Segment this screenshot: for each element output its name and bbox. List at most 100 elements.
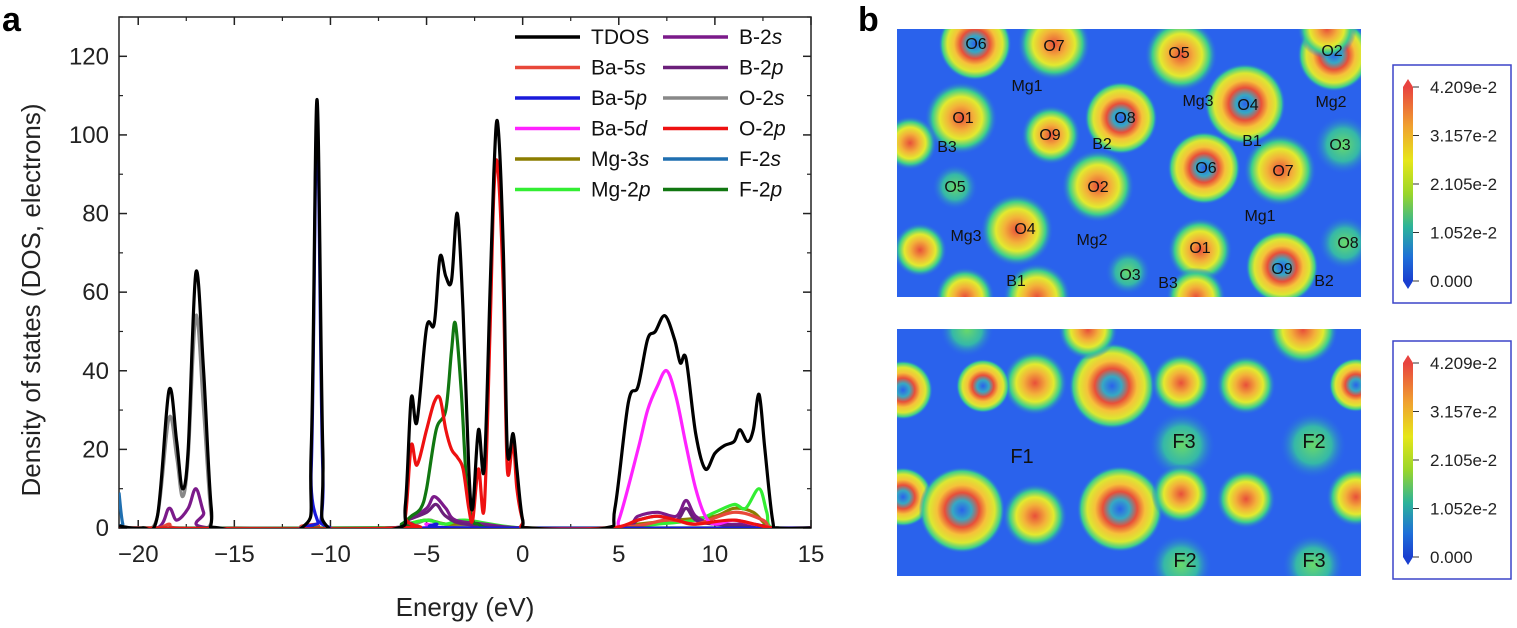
atom-density-blob [980, 193, 1054, 267]
y-tick-label: 120 [69, 43, 109, 70]
colorbar-bottom-arrow [1403, 557, 1413, 565]
atom-label: O6 [965, 36, 986, 53]
atom-density-blob [1144, 29, 1218, 92]
colorbar-tick-label: 0.000 [1430, 272, 1473, 291]
atom-label: O1 [952, 110, 973, 127]
y-tick-label: 20 [82, 436, 109, 463]
charge-density-map-bottom: F1 F3 F2 F2 F3 [897, 329, 1361, 576]
map-bottom-labels: F1 F3 F2 F2 F3 [1010, 431, 1325, 572]
atom-label: O1 [1189, 240, 1210, 257]
legend-label-orbital: p [638, 179, 651, 202]
atom-label: B1 [1242, 133, 1262, 150]
atom-density-blob [1002, 350, 1068, 416]
y-tick-label: 100 [69, 122, 109, 149]
atom-density-blob [1313, 115, 1361, 175]
y-tick-label: 0 [96, 515, 109, 542]
map-bottom-atoms [897, 329, 1361, 576]
colorbar-tick-label: 3.157e-2 [1430, 403, 1497, 422]
colorbar-scale [1403, 363, 1413, 557]
legend-label-orbital: s [774, 87, 785, 110]
atom-label: O9 [1271, 261, 1292, 278]
atom-density-blob [935, 267, 995, 297]
atom-density-blob [1267, 329, 1339, 366]
legend-label: O-2p [739, 118, 786, 141]
colorbar-top-arrow [1403, 79, 1413, 87]
atom-density-blob [1245, 230, 1319, 297]
x-tick-label: 15 [798, 541, 825, 568]
legend-label-main: B-2 [739, 57, 772, 80]
atom-density-blob [956, 359, 1010, 413]
x-tick-label: −20 [118, 541, 159, 568]
atom-label: O7 [1043, 38, 1064, 55]
atom-density-blob [1061, 149, 1135, 223]
atom-density-blob [1167, 217, 1233, 283]
legend-label-orbital: p [771, 57, 784, 80]
atom-density-blob [1105, 249, 1151, 295]
legend-label-orbital: p [773, 118, 786, 141]
atom-density-blob [1167, 131, 1241, 205]
atom-label: O3 [1329, 137, 1350, 154]
x-tick-label: 10 [702, 541, 729, 568]
legend-label: B-2s [739, 26, 783, 49]
atom-label: O8 [1337, 235, 1358, 252]
x-tick-label: 0 [516, 541, 529, 568]
series-line-f-2p [119, 320, 811, 528]
colorbar-tick-label: 0.000 [1430, 548, 1473, 567]
atom-label: O5 [944, 179, 965, 196]
atom-label: Mg3 [1182, 93, 1213, 110]
atom-density-blob [1149, 533, 1213, 576]
atom-density-blob [1204, 63, 1286, 145]
atom-density-blob [1003, 263, 1071, 297]
atom-label: F3 [1302, 550, 1325, 572]
legend-label-orbital: p [770, 179, 783, 202]
legend-label-orbital: s [771, 148, 782, 171]
x-tick-label: 5 [612, 541, 625, 568]
atom-label: B2 [1314, 273, 1334, 290]
atom-label: O7 [1272, 163, 1293, 180]
atom-density-blob [932, 164, 978, 210]
legend-label-main: O-2 [739, 87, 774, 110]
legend-label-main: Mg-2 [591, 179, 639, 202]
colorbar-tick-label: 1.052e-2 [1430, 500, 1497, 519]
colorbar-tick-label: 3.157e-2 [1430, 127, 1497, 146]
panel-label-b: b [858, 1, 879, 39]
colorbar-scale [1403, 87, 1413, 281]
atom-label: O4 [1014, 221, 1035, 238]
atom-label: Mg3 [950, 228, 981, 245]
legend-label-orbital: d [635, 118, 648, 141]
colorbar-tick-label: 4.209e-2 [1430, 78, 1497, 97]
legend-label-main: B-2 [739, 26, 772, 49]
atom-label: Mg2 [1076, 232, 1107, 249]
colorbar-tick-label: 4.209e-2 [1430, 354, 1497, 373]
legend-label: Ba-5s [591, 57, 646, 80]
atom-density-blob [1017, 29, 1091, 81]
atom-density-blob [1151, 353, 1211, 413]
atom-density-blob [1326, 467, 1361, 527]
atom-density-blob [938, 29, 1012, 81]
atom-density-blob [924, 81, 998, 155]
y-tick-label: 60 [82, 279, 109, 306]
legend-label: F-2s [739, 148, 782, 171]
legend-label: Ba-5d [591, 118, 648, 141]
legend-label: Ba-5p [591, 87, 647, 110]
x-tick-label: −5 [413, 541, 440, 568]
series-line-tdos [119, 97, 811, 528]
legend-label-main: F-2 [739, 148, 771, 171]
atom-label: Mg1 [1244, 208, 1275, 225]
atom-label: O5 [1168, 45, 1189, 62]
atom-density-blob [1068, 342, 1156, 430]
atom-label: O8 [1114, 110, 1135, 127]
atom-label: O4 [1237, 97, 1258, 114]
atom-density-blob [1151, 464, 1211, 524]
dos-chart: −20 −15 −10 −5 0 5 10 15 0 20 40 60 80 100 120 TDOS Ba-… [16, 16, 825, 622]
atom-density-blob [1076, 465, 1164, 553]
atom-density-blob [1216, 355, 1276, 415]
atom-density-blob [897, 360, 933, 420]
atom-density-blob [1318, 216, 1361, 270]
atom-density-blob [1297, 29, 1357, 59]
series-line-ba-5s [119, 510, 811, 528]
atom-density-blob [1002, 483, 1068, 549]
atom-density-blob [1021, 105, 1081, 165]
atom-density-blob [1329, 358, 1361, 412]
atom-label: F3 [1172, 431, 1195, 453]
